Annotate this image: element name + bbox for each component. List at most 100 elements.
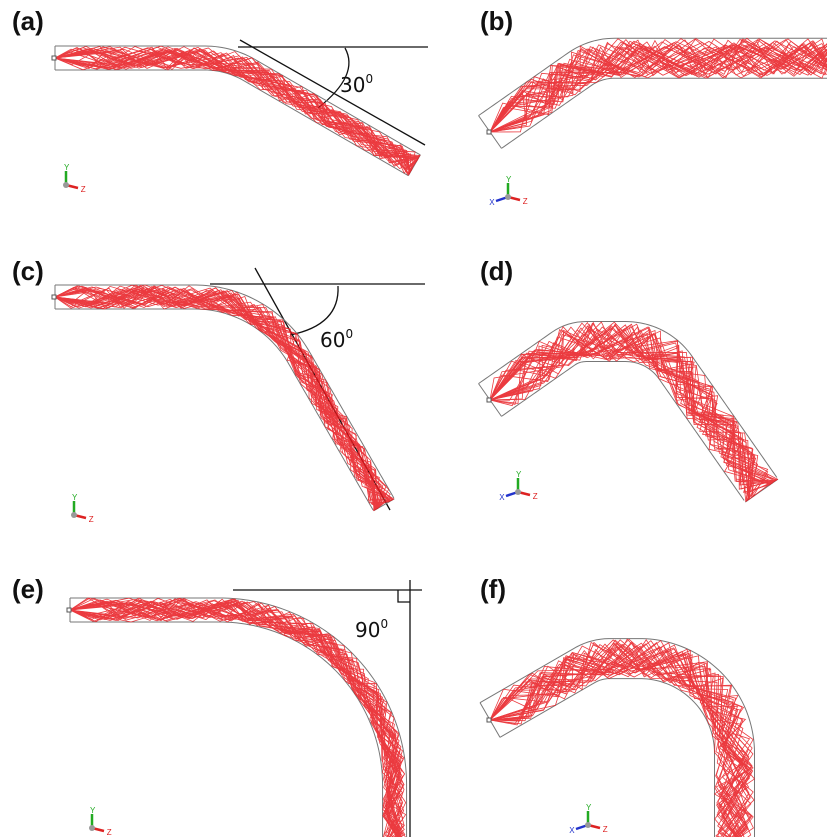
ray	[69, 603, 402, 837]
source	[486, 397, 492, 403]
ray	[54, 285, 392, 502]
rays	[489, 638, 756, 837]
ray	[489, 333, 759, 498]
guide-edge	[501, 77, 827, 149]
axis-label: Z	[89, 515, 94, 524]
ray	[489, 642, 752, 837]
panel-label: (a)	[12, 6, 44, 36]
axis-label: Z	[523, 197, 528, 206]
ray	[69, 600, 403, 837]
ray	[69, 599, 405, 837]
ray	[489, 333, 772, 484]
ray	[54, 288, 379, 509]
angle-value: 90	[355, 618, 380, 642]
ray	[54, 288, 376, 511]
axis-label: Y	[516, 470, 522, 479]
rays	[54, 45, 421, 176]
ray	[489, 323, 754, 502]
ray	[69, 597, 402, 837]
ray	[69, 598, 404, 837]
ray	[489, 40, 827, 133]
ray	[489, 329, 771, 485]
panel-label: (b)	[480, 6, 513, 36]
angle-degree: 0	[380, 617, 388, 631]
ray	[54, 288, 390, 509]
panel-label: (d)	[480, 256, 513, 286]
ray	[489, 330, 769, 502]
source	[51, 55, 57, 61]
ray	[54, 45, 412, 172]
ray	[489, 38, 827, 133]
ray	[54, 47, 411, 174]
ray	[54, 289, 390, 502]
axis-origin	[63, 182, 69, 188]
ray	[69, 603, 403, 837]
axis-label: Y	[586, 803, 592, 812]
ray	[489, 46, 827, 133]
axis-label: X	[499, 493, 505, 502]
ray	[489, 43, 827, 133]
ray	[54, 289, 388, 511]
axis-label: Y	[90, 806, 96, 815]
axis-label: Y	[72, 493, 78, 502]
ray	[489, 641, 748, 837]
ray	[489, 324, 771, 485]
ray	[54, 285, 383, 511]
ray	[489, 326, 758, 502]
guide-edge	[501, 361, 745, 501]
ray	[54, 287, 394, 508]
ray	[69, 599, 402, 837]
axis-origin	[89, 825, 95, 831]
ray	[54, 287, 391, 510]
axis-origin	[505, 194, 511, 200]
ray	[489, 38, 827, 133]
ray	[54, 50, 419, 165]
angle-label: 300	[340, 72, 373, 97]
source	[51, 294, 57, 300]
ray	[69, 598, 404, 837]
axis-label: Z	[603, 825, 608, 834]
ray	[69, 597, 402, 837]
source	[486, 717, 492, 723]
axis-label: X	[569, 826, 575, 835]
ray	[489, 43, 827, 133]
ray	[69, 599, 401, 837]
ray	[54, 48, 411, 174]
ray	[69, 603, 404, 837]
angle-value: 60	[320, 328, 345, 352]
ray	[54, 284, 395, 500]
ray	[69, 600, 404, 837]
ray	[489, 648, 749, 837]
ray	[489, 325, 777, 481]
ray	[489, 643, 753, 837]
ray	[69, 597, 402, 837]
axis-label: X	[489, 198, 495, 207]
axis-label: Y	[64, 163, 70, 172]
ray	[69, 597, 400, 837]
panel-label: (f)	[480, 574, 506, 604]
panel-label: (c)	[12, 256, 44, 286]
ray	[489, 646, 754, 837]
ray	[54, 289, 386, 511]
ray	[54, 284, 393, 506]
guide-edge	[55, 284, 395, 499]
rays	[54, 284, 395, 511]
ray	[69, 599, 401, 837]
source	[486, 129, 492, 135]
ray	[489, 323, 755, 500]
ray	[54, 285, 392, 501]
axis-origin	[515, 489, 521, 495]
ray	[489, 323, 773, 484]
guide-edge	[479, 638, 756, 837]
guide-edge	[478, 37, 827, 117]
guide-edge	[70, 597, 408, 837]
ray	[69, 603, 402, 837]
ray	[54, 288, 392, 510]
ray	[54, 285, 384, 509]
axis-label: Y	[506, 175, 512, 184]
ray	[489, 642, 750, 837]
angle-degree: 0	[345, 327, 353, 341]
source	[66, 607, 72, 613]
ray	[489, 38, 827, 133]
